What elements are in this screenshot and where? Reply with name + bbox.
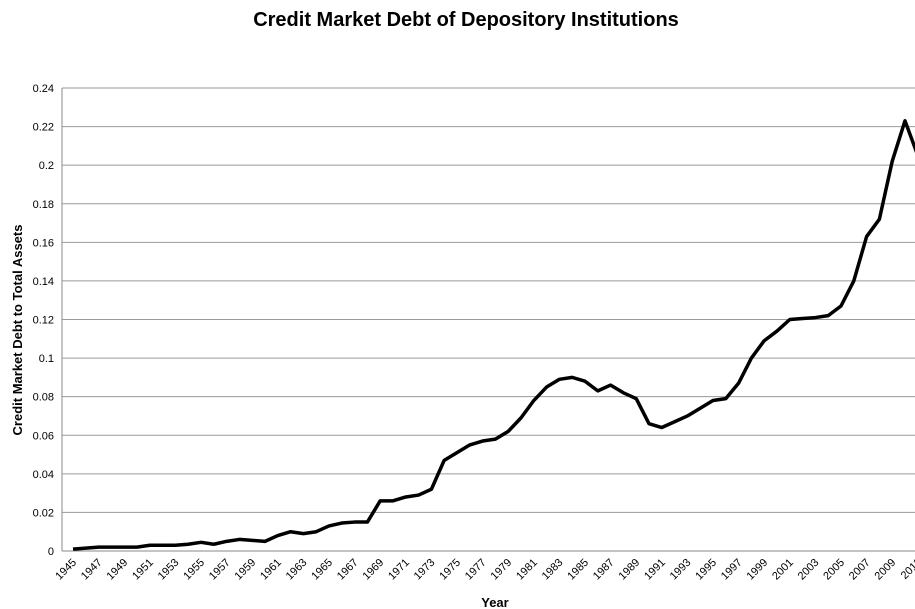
x-tick-label: 1985 <box>565 557 591 583</box>
data-line <box>72 119 915 551</box>
x-tick-label: 1951 <box>130 557 156 583</box>
y-tick-label: 0.18 <box>33 199 54 211</box>
y-axis-title: Credit Market Debt to Total Assets <box>10 225 25 436</box>
x-tick-label: 1971 <box>386 557 412 583</box>
x-tick-label: 2009 <box>873 557 899 583</box>
y-tick-label: 0.14 <box>33 276 54 288</box>
x-tick-label: 1953 <box>156 557 182 583</box>
x-tick-label: 1997 <box>719 557 745 583</box>
x-tick-label: 1957 <box>207 557 233 583</box>
y-tick-label: 0.24 <box>33 83 54 95</box>
y-tick-label: 0.1 <box>39 353 54 365</box>
y-tick-label: 0.2 <box>39 160 54 172</box>
x-tick-label: 1969 <box>361 557 387 583</box>
chart-title: Credit Market Debt of Depository Institu… <box>253 9 679 31</box>
x-tick-label: 1975 <box>437 557 463 583</box>
x-tick-label: 1983 <box>540 557 566 583</box>
x-tick-label: 2005 <box>821 557 847 583</box>
x-tick-label: 1993 <box>668 557 694 583</box>
x-tick-label: 1947 <box>79 557 105 583</box>
y-tick-label: 0.16 <box>33 237 54 249</box>
x-tick-label: 1949 <box>105 557 131 583</box>
y-tick-label: 0.22 <box>33 122 54 134</box>
y-tick-label: 0.04 <box>33 469 54 481</box>
x-tick-label: 1959 <box>233 557 259 583</box>
x-tick-label: 1967 <box>335 557 361 583</box>
x-tick-label: 2011 <box>899 557 915 582</box>
x-tick-label: 1961 <box>258 557 284 583</box>
x-axis-title: Year <box>481 595 508 609</box>
x-tick-label: 1979 <box>489 557 515 583</box>
x-tick-label: 2007 <box>847 557 873 583</box>
x-tick-label: 2001 <box>770 557 796 583</box>
x-tick-label: 1963 <box>284 557 310 583</box>
x-tick-label: 1995 <box>693 557 719 583</box>
x-tick-label: 2003 <box>796 557 822 583</box>
x-tick-label: 1987 <box>591 557 617 583</box>
x-tick-label: 1973 <box>412 557 438 583</box>
y-tick-label: 0.12 <box>33 315 54 327</box>
x-tick-label: 1999 <box>745 557 771 583</box>
x-tick-label: 1981 <box>514 557 540 583</box>
y-tick-label: 0.08 <box>33 392 54 404</box>
y-tick-label: 0 <box>48 546 54 558</box>
x-tick-label: 1955 <box>181 557 207 583</box>
x-tick-label: 1989 <box>617 557 643 583</box>
y-tick-label: 0.06 <box>33 430 54 442</box>
x-tick-label: 1991 <box>642 557 668 583</box>
x-tick-label: 1945 <box>53 557 79 583</box>
x-tick-label: 1977 <box>463 557 489 583</box>
x-tick-label: 1965 <box>309 557 335 583</box>
y-tick-label: 0.02 <box>33 507 54 519</box>
